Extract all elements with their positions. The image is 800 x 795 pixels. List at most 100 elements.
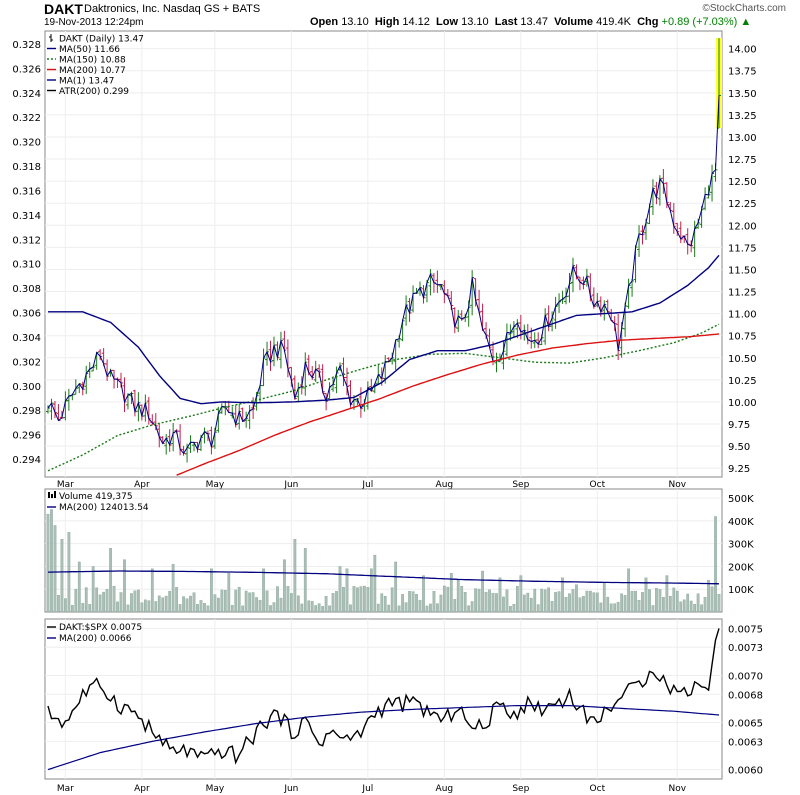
volume-bar <box>255 597 258 613</box>
volume-bar <box>53 525 57 613</box>
relative-tick-label: 0.0070 <box>728 671 763 682</box>
volume-bar <box>109 548 112 613</box>
atr-tick-label: 0.320 <box>12 138 41 149</box>
volume-bar <box>665 575 669 613</box>
volume-bar <box>630 591 634 613</box>
volume-bar <box>515 586 519 613</box>
legend-swatch-volume <box>51 494 53 498</box>
volume-bar <box>57 595 60 613</box>
volume-bar <box>401 594 404 613</box>
volume-bar <box>189 595 192 613</box>
stat-chg-label: Chg <box>637 16 659 28</box>
volume-bar <box>290 593 293 613</box>
x-tick-label-sep: Sep <box>512 480 529 490</box>
volume-bar <box>279 597 283 613</box>
price-bar <box>164 434 169 455</box>
price-tick-label: 10.75 <box>728 332 757 343</box>
volume-bar <box>689 600 693 613</box>
volume-tick-label: 100K <box>728 585 754 596</box>
volume-bar <box>130 593 133 613</box>
stat-high-label: High <box>374 16 400 28</box>
price-bar <box>153 413 158 431</box>
legend-label-volume-ma: MA(200) 124013.54 <box>59 503 149 513</box>
volume-bar <box>599 602 603 613</box>
price-bar <box>477 289 482 314</box>
stat-high-value: 14.12 <box>402 16 430 28</box>
price-tick-label: 13.25 <box>728 111 757 122</box>
price-bar <box>278 331 283 369</box>
atr-tick-label: 0.322 <box>12 113 41 124</box>
volume-bar <box>477 588 481 613</box>
volume-bar <box>182 596 185 613</box>
volume-bar <box>623 595 627 613</box>
volume-tick-label: 400K <box>728 517 754 528</box>
volume-bar <box>123 559 126 613</box>
stat-volume-label: Volume <box>554 16 593 28</box>
volume-bar <box>220 589 224 613</box>
price-tick-label: 11.75 <box>728 243 757 254</box>
ratio-ma-line <box>47 705 720 771</box>
legend-label-price: MA(200) 10.77 <box>59 66 126 76</box>
x-tick-label-bottom-oct: Oct <box>590 784 606 794</box>
volume-bar <box>710 586 714 613</box>
x-tick-label-oct: Oct <box>590 480 606 490</box>
volume-bar <box>81 603 85 613</box>
volume-bar <box>147 600 151 613</box>
volume-bar <box>352 586 356 613</box>
volume-bar <box>547 587 551 613</box>
volume-bar <box>283 559 286 613</box>
volume-bar <box>620 593 624 613</box>
price-bar <box>553 296 558 329</box>
volume-bar <box>595 592 599 613</box>
volume-bar <box>60 538 64 613</box>
x-tick-label-jul: Jul <box>361 480 373 490</box>
price-bar <box>525 323 530 345</box>
volume-bar <box>491 593 495 613</box>
volume-bar <box>592 592 596 613</box>
price-tick-label: 13.50 <box>728 89 757 100</box>
x-tick-label-may: May <box>206 480 225 490</box>
volume-bar <box>84 587 88 613</box>
stat-low-label: Low <box>436 16 459 28</box>
volume-bar <box>210 568 213 613</box>
chart-header: DAKT Daktronics, Inc. Nasdaq GS + BATS 1… <box>0 0 800 32</box>
volume-bar <box>463 591 467 613</box>
volume-bar <box>502 596 505 613</box>
volume-panel-frame <box>44 488 723 613</box>
legend-label-price: DAKT (Daily) 13.47 <box>59 35 144 45</box>
volume-bar <box>112 586 116 613</box>
company-name: Daktronics, Inc. Nasdaq GS + BATS <box>84 3 261 15</box>
volume-bar <box>196 604 199 613</box>
volume-bar <box>331 593 335 613</box>
volume-bar <box>119 592 123 613</box>
volume-bar <box>369 568 373 613</box>
volume-bar <box>578 597 582 613</box>
volume-bar <box>203 603 206 613</box>
volume-bar <box>627 568 630 613</box>
volume-bar <box>519 575 523 613</box>
volume-bar <box>415 594 418 613</box>
volume-ma-line <box>48 570 720 585</box>
atr-tick-label: 0.312 <box>12 235 41 246</box>
quote-stats: Open 13.10 High 14.12 Low 13.10 Last 13.… <box>310 16 751 28</box>
volume-bar <box>178 604 182 613</box>
atr-tick-label: 0.306 <box>12 309 41 320</box>
volume-tick-label: 300K <box>728 540 754 551</box>
x-tick-label-bottom-jul: Jul <box>361 784 373 794</box>
volume-bar <box>498 577 502 613</box>
volume-bar <box>133 590 137 613</box>
atr-tick-label: 0.316 <box>12 186 41 197</box>
atr-tick-label: 0.298 <box>12 406 41 417</box>
volume-bar <box>512 604 516 613</box>
volume-bar <box>359 586 363 613</box>
volume-bar <box>383 596 387 613</box>
volume-bar <box>422 575 425 613</box>
volume-bar <box>168 591 172 613</box>
volume-bar <box>536 604 540 613</box>
volume-bar <box>658 589 662 613</box>
price-tick-label: 12.75 <box>728 155 757 166</box>
volume-bar <box>102 591 105 613</box>
volume-bar <box>575 584 578 613</box>
volume-bar <box>655 588 658 613</box>
volume-bar <box>529 597 533 613</box>
